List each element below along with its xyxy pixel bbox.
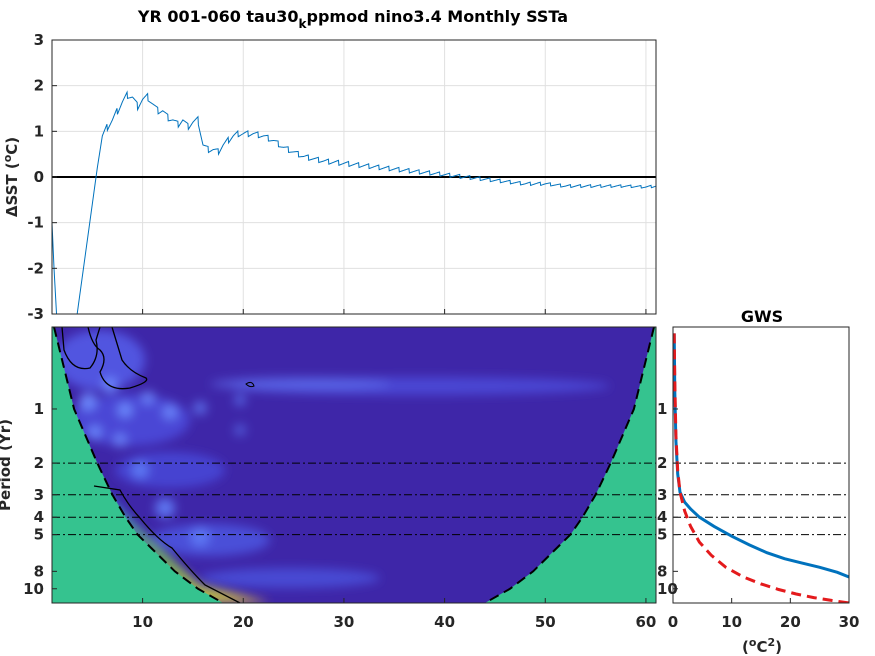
timeseries-ytick-label: 0 xyxy=(34,168,44,186)
gws-ytick-label: 4 xyxy=(657,508,667,526)
timeseries-ytick-label: 2 xyxy=(34,77,44,95)
significance-contour xyxy=(87,327,148,390)
gws-xtick-label: 10 xyxy=(721,613,742,631)
wavelet-reference-lines xyxy=(52,462,656,536)
gws-title: GWS xyxy=(741,307,783,326)
wavelet-xtick-label: 50 xyxy=(535,613,556,631)
gws-ytick-label: 5 xyxy=(657,526,667,544)
wavelet-frame xyxy=(51,326,657,604)
gws-red-noise-line xyxy=(673,333,849,603)
wavelet-xtick-label: 40 xyxy=(434,613,455,631)
gws-ytick-label: 8 xyxy=(657,562,667,580)
gws-frame xyxy=(672,326,850,604)
timeseries-ytick-label: -3 xyxy=(27,305,44,323)
gws-ytick-label: 2 xyxy=(657,454,667,472)
wavelet-ytick-label: 8 xyxy=(34,562,44,580)
timeseries-panel: -3 -2 -1 0 1 2 3 YR 001-060 tau30kppmod nino3.… xyxy=(1,7,657,323)
timeseries-ticks: -3 -2 -1 0 1 2 3 xyxy=(27,31,647,323)
gws-xlabel: (oC2) xyxy=(742,636,782,656)
wavelet-image xyxy=(52,327,656,603)
gws-xtick-label: 0 xyxy=(668,613,678,631)
gws-ytick-label: 3 xyxy=(657,486,667,504)
chart-title: YR 001-060 tau30kppmod nino3.4 Monthly S… xyxy=(137,7,568,31)
timeseries-ytick-label: 1 xyxy=(34,122,44,140)
wavelet-ytick-label: 10 xyxy=(23,580,44,598)
gws-xtick-label: 30 xyxy=(839,613,860,631)
wavelet-xtick-label: 30 xyxy=(333,613,354,631)
wavelet-ytick-label: 1 xyxy=(34,400,44,418)
significance-contour xyxy=(245,381,255,388)
wavelet-xtick-label: 60 xyxy=(635,613,656,631)
gws-reference-lines xyxy=(673,462,849,536)
coi-fill-left xyxy=(52,327,224,603)
coi-fill-right xyxy=(484,327,656,603)
timeseries-ytick-label: -2 xyxy=(27,259,44,277)
gws-ytick-label: 1 xyxy=(657,400,667,418)
significance-contour xyxy=(61,327,101,370)
sst-series-line xyxy=(52,90,656,314)
timeseries-ytick-label: -1 xyxy=(27,214,44,232)
wavelet-ytick-label: 4 xyxy=(34,508,44,526)
wavelet-ytick-label: 3 xyxy=(34,486,44,504)
timeseries-ylabel: ΔSST (oC) xyxy=(1,137,21,217)
wavelet-xtick-label: 20 xyxy=(233,613,254,631)
timeseries-ytick-label: 3 xyxy=(34,31,44,49)
wavelet-ytick-label: 5 xyxy=(34,526,44,544)
gws-ytick-label: 10 xyxy=(657,580,678,598)
coi-boundary-left xyxy=(53,327,224,603)
wavelet-xtick-label: 10 xyxy=(132,613,153,631)
wavelet-ytick-label: 2 xyxy=(34,454,44,472)
coi-boundary-right xyxy=(484,327,655,603)
wavelet-power-blobs xyxy=(55,330,610,588)
gws-xtick-label: 20 xyxy=(780,613,801,631)
significance-contour xyxy=(93,485,241,603)
wavelet-ylabel: Period (Yr) xyxy=(0,419,14,511)
gws-background xyxy=(673,327,849,603)
